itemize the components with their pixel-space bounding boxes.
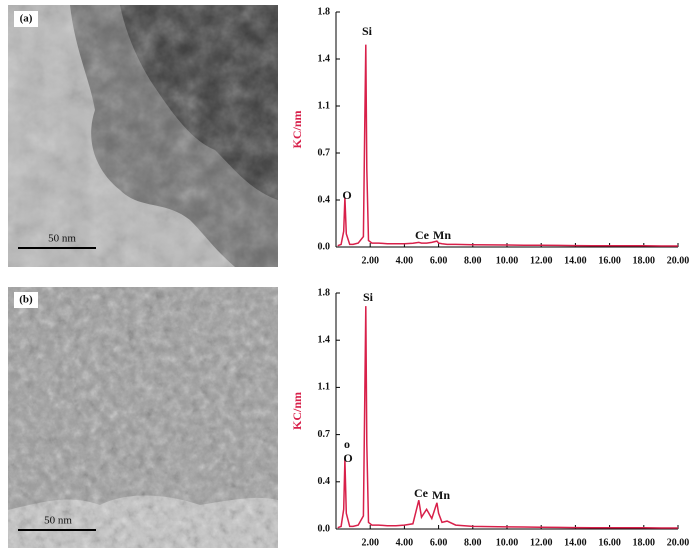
- y-tick-label: 0.4: [318, 194, 331, 205]
- x-tick-label: 14.00: [564, 537, 587, 548]
- label-box: [14, 292, 38, 308]
- x-tick-label: 14.00: [564, 255, 587, 266]
- x-tick-label: 4.00: [396, 537, 414, 548]
- x-tick-label: 6.00: [430, 537, 448, 548]
- peak-label: Mn: [432, 488, 450, 502]
- scale-bar-label: 50 nm: [48, 233, 76, 245]
- y-tick-label: 1.1: [318, 382, 331, 393]
- y-tick-label: 1.8: [318, 287, 331, 298]
- y-tick-label: 0.7: [318, 429, 331, 440]
- tem-image-a: [8, 5, 278, 267]
- y-tick-label: 0.0: [318, 523, 331, 534]
- x-tick-label: 8.00: [464, 537, 482, 548]
- peak-label: Ce: [414, 486, 429, 500]
- y-tick-label: 0.4: [318, 476, 331, 487]
- x-tick-label: 16.00: [598, 255, 621, 266]
- y-tick-label: 0.0: [318, 241, 331, 252]
- panel-label: (b): [19, 294, 33, 306]
- x-tick-label: 6.00: [430, 255, 448, 266]
- x-tick-label: 10.00: [496, 255, 519, 266]
- peak-label: Si: [363, 290, 374, 304]
- peak-label: O: [343, 451, 352, 465]
- x-tick-label: 20.00: [667, 537, 690, 548]
- x-tick-label: 4.00: [396, 255, 414, 266]
- tem-image-b: [8, 287, 278, 548]
- x-tick-label: 8.00: [464, 255, 482, 266]
- spectrum-line: [337, 44, 678, 247]
- x-tick-label: 12.00: [530, 255, 553, 266]
- peak-label: Si: [362, 24, 373, 38]
- scale-bar-label: 50 nm: [44, 515, 72, 527]
- x-tick-label: 2.00: [361, 255, 379, 266]
- peak-label: Mn: [433, 228, 451, 242]
- x-tick-label: 10.00: [496, 537, 519, 548]
- x-tick-label: 2.00: [361, 537, 379, 548]
- y-tick-label: 0.7: [318, 147, 331, 158]
- peak-label: Ce: [415, 228, 430, 242]
- x-tick-label: 18.00: [633, 255, 656, 266]
- label-box: [14, 11, 38, 27]
- y-tick-label: 1.1: [318, 100, 331, 111]
- y-tick-label: 1.4: [318, 334, 331, 345]
- peak-label: o: [344, 437, 350, 451]
- y-axis-label: KC/nm: [290, 392, 304, 430]
- x-tick-label: 12.00: [530, 537, 553, 548]
- x-tick-label: 18.00: [633, 537, 656, 548]
- y-axis-label: KC/nm: [290, 110, 304, 148]
- x-tick-label: 20.00: [667, 255, 690, 266]
- peak-label: O: [342, 188, 351, 202]
- y-tick-label: 1.8: [318, 6, 331, 17]
- spectrum-line: [337, 306, 678, 529]
- panel-label: (a): [20, 13, 33, 25]
- y-tick-label: 1.4: [318, 53, 331, 64]
- x-tick-label: 16.00: [598, 537, 621, 548]
